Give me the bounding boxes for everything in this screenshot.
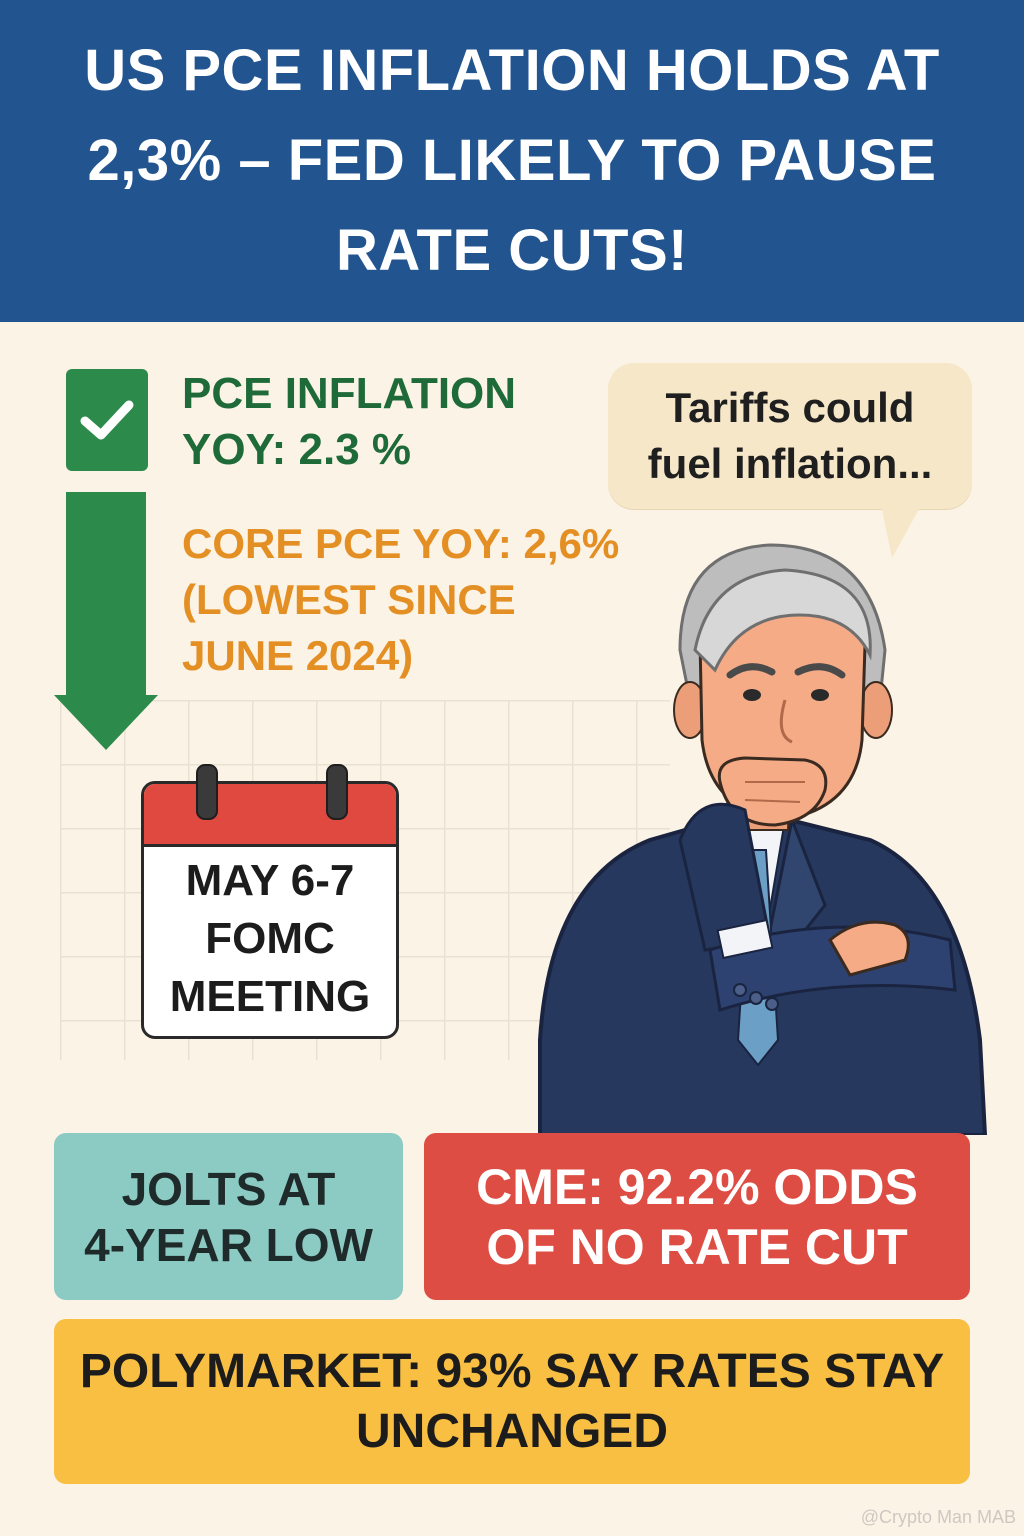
cme-line-2: OF NO RATE CUT — [486, 1218, 908, 1275]
checkmark-icon — [66, 369, 148, 471]
header-banner: US PCE INFLATION HOLDS AT 2,3% – FED LIK… — [0, 0, 1024, 322]
calendar-icon: MAY 6-7 FOMC MEETING — [141, 764, 399, 1039]
poly-line-2: UNCHANGED — [355, 1404, 668, 1458]
calendar-line-3: MEETING — [169, 972, 371, 1021]
polymarket-box: POLYMARKET: 93% SAY RATES STAY UNCHANGED — [54, 1319, 970, 1484]
speech-bubble-text: Tariffs could fuel inflation... — [648, 380, 933, 492]
watermark: @Crypto Man MAB — [860, 1507, 1016, 1527]
calendar-line-1: MAY 6-7 — [185, 856, 355, 905]
core-line-1: CORE PCE YOY: 2,6% — [182, 520, 620, 567]
calendar-ring-left — [196, 764, 218, 820]
speech-bubble-icon: Tariffs could fuel inflation... — [608, 363, 972, 509]
down-arrow-icon — [54, 492, 158, 750]
jolts-line-1: JOLTS AT — [121, 1162, 336, 1215]
cme-box: CME: 92.2% ODDS OF NO RATE CUT — [424, 1133, 970, 1300]
poly-line-1: POLYMARKET: 93% SAY RATES STAY — [79, 1344, 945, 1398]
core-line-3: JUNE 2024) — [182, 632, 414, 679]
jolts-line-2: 4-YEAR LOW — [84, 1218, 373, 1271]
calendar-text: MAY 6-7 FOMC MEETING — [144, 852, 396, 1026]
core-pce-text: CORE PCE YOY: 2,6% (LOWEST SINCE JUNE 20… — [182, 516, 652, 684]
jolts-box: JOLTS AT 4-YEAR LOW — [54, 1133, 403, 1300]
pce-line-1: PCE INFLATION — [182, 369, 517, 418]
speech-bubble-tail — [880, 500, 924, 558]
cme-line-1: CME: 92.2% ODDS — [476, 1158, 918, 1215]
calendar-line-2: FOMC — [205, 914, 335, 963]
bubble-line-2: fuel inflation... — [647, 440, 933, 487]
pce-line-2: YOY: 2.3 % — [182, 425, 412, 474]
bubble-line-1: Tariffs could — [665, 384, 915, 431]
core-line-2: (LOWEST SINCE — [182, 576, 516, 623]
calendar-ring-right — [326, 764, 348, 820]
headline: US PCE INFLATION HOLDS AT 2,3% – FED LIK… — [84, 38, 940, 283]
pce-inflation-text: PCE INFLATION YOY: 2.3 % — [182, 366, 582, 478]
thinking-man-illustration — [538, 543, 988, 1135]
calendar-header — [144, 784, 396, 847]
